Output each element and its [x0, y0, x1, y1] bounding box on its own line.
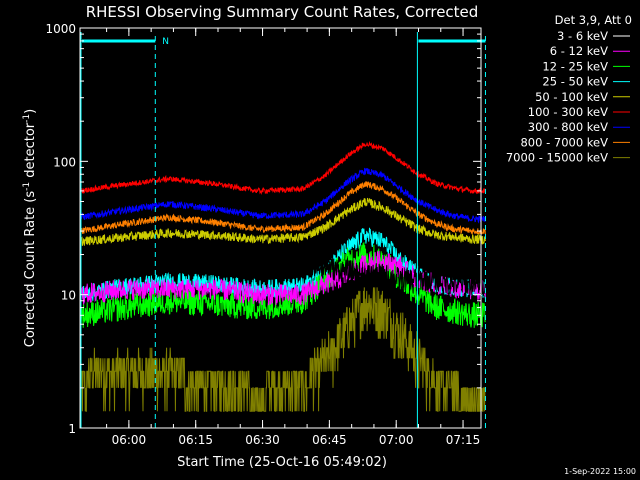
plot-area: N: [79, 32, 486, 428]
y-tick-label: 100: [53, 155, 76, 169]
legend-label: 25 - 50 keV: [542, 75, 608, 89]
chart-title: RHESSI Observing Summary Count Rates, Co…: [86, 3, 479, 21]
y-tick-label: 1: [68, 422, 76, 436]
legend-label: 50 - 100 keV: [535, 90, 608, 104]
legend-header: Det 3,9, Att 0: [555, 13, 632, 27]
x-tick-label: 06:30: [245, 433, 280, 447]
legend-label: 12 - 25 keV: [542, 59, 608, 73]
y-tick-label: 10: [61, 289, 76, 303]
x-tick-label: 06:15: [178, 433, 213, 447]
legend-label: 800 - 7000 keV: [520, 135, 608, 149]
x-tick-label: 06:45: [312, 433, 347, 447]
y-axis: 1 10 100 1000: [45, 22, 481, 436]
x-axis: 06:00 06:15 06:30 06:45 07:00 07:15: [106, 28, 481, 447]
legend-label: 3 - 6 keV: [557, 29, 608, 43]
x-axis-label: Start Time (25-Oct-16 05:49:02): [177, 455, 387, 470]
x-tick-label: 07:00: [379, 433, 414, 447]
night-marker-label: N: [162, 37, 169, 47]
plot-frame: [79, 27, 482, 429]
footer-date: 1-Sep-2022 15:00: [564, 467, 636, 476]
y-tick-label: 1000: [45, 22, 76, 36]
legend-label: 300 - 800 keV: [528, 120, 608, 134]
legend-label: 100 - 300 keV: [528, 105, 608, 119]
x-tick-label: 06:00: [112, 433, 147, 447]
y-axis-label: Corrected Count Rate (s-1 detector-1): [22, 109, 38, 347]
legend-label: 6 - 12 keV: [550, 44, 608, 58]
legend-label: 7000 - 15000 keV: [506, 151, 608, 165]
x-tick-label: 07:15: [446, 433, 481, 447]
